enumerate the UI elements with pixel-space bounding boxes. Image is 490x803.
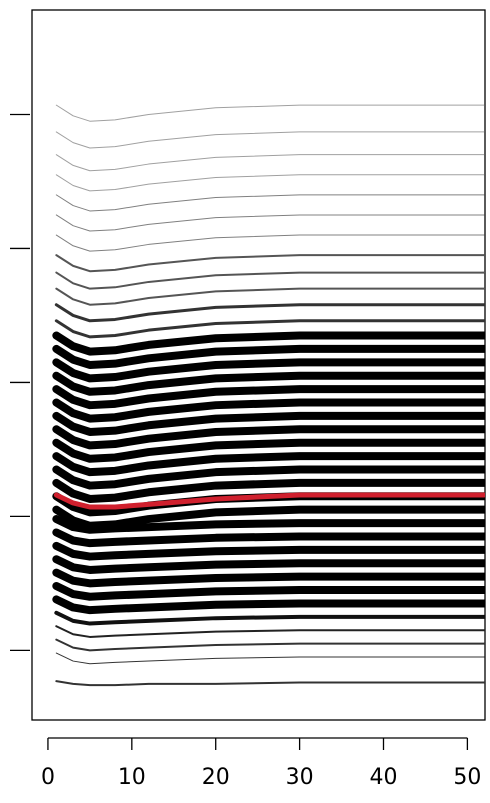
x-tick-label: 0 bbox=[41, 765, 55, 790]
x-tick-label: 40 bbox=[369, 765, 397, 790]
series-line bbox=[52, 411, 485, 436]
series-line bbox=[52, 528, 485, 548]
x-tick-label: 10 bbox=[118, 765, 146, 790]
series-line bbox=[52, 555, 485, 574]
series-line bbox=[55, 104, 485, 122]
series-line bbox=[52, 385, 485, 410]
series-line bbox=[52, 515, 485, 534]
series-line bbox=[52, 425, 485, 450]
series-line bbox=[54, 303, 485, 323]
series-line bbox=[52, 438, 485, 463]
series-line bbox=[55, 154, 485, 172]
series-line bbox=[52, 452, 485, 477]
series-line bbox=[55, 131, 485, 149]
x-tick-label: 30 bbox=[286, 765, 314, 790]
series-line bbox=[55, 194, 485, 212]
series-line bbox=[52, 331, 485, 356]
series-line bbox=[52, 505, 485, 530]
series-line bbox=[52, 595, 485, 615]
series-line bbox=[52, 568, 485, 588]
series-line bbox=[55, 254, 485, 273]
series-line bbox=[55, 234, 485, 252]
series-line bbox=[52, 371, 485, 396]
series-line bbox=[55, 174, 485, 192]
series-line bbox=[55, 287, 485, 306]
series-line bbox=[52, 478, 485, 503]
series-line bbox=[52, 398, 485, 423]
series-line bbox=[54, 319, 485, 339]
series-line bbox=[53, 492, 485, 510]
plot-lines bbox=[52, 104, 485, 687]
x-tick-label: 50 bbox=[453, 765, 481, 790]
series-line bbox=[55, 652, 485, 665]
series-line bbox=[55, 214, 485, 232]
series-line bbox=[55, 625, 485, 638]
series-line bbox=[55, 680, 485, 687]
series-line bbox=[52, 358, 485, 383]
series-line bbox=[54, 610, 485, 626]
series-line bbox=[55, 271, 485, 290]
series-line bbox=[55, 638, 485, 652]
series-line bbox=[52, 541, 485, 561]
series-line bbox=[52, 344, 485, 369]
series-line bbox=[52, 465, 485, 490]
x-tick-label: 20 bbox=[202, 765, 230, 790]
series-line bbox=[52, 582, 485, 601]
